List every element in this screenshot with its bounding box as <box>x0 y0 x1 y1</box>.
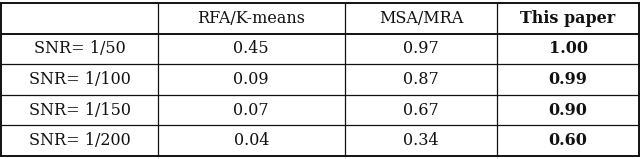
Text: 0.67: 0.67 <box>403 102 439 118</box>
Text: SNR= 1/50: SNR= 1/50 <box>34 41 125 57</box>
Text: 0.04: 0.04 <box>234 132 269 149</box>
Text: 1.00: 1.00 <box>548 41 588 57</box>
Text: 0.97: 0.97 <box>403 41 439 57</box>
Text: MSA/MRA: MSA/MRA <box>379 10 463 27</box>
Text: RFA/K-means: RFA/K-means <box>197 10 305 27</box>
Text: SNR= 1/200: SNR= 1/200 <box>29 132 131 149</box>
Text: 0.60: 0.60 <box>548 132 588 149</box>
Text: 0.87: 0.87 <box>403 71 439 88</box>
Text: 0.07: 0.07 <box>234 102 269 118</box>
Text: SNR= 1/100: SNR= 1/100 <box>29 71 131 88</box>
Text: 0.09: 0.09 <box>234 71 269 88</box>
Text: 0.99: 0.99 <box>548 71 588 88</box>
Text: 0.34: 0.34 <box>403 132 439 149</box>
Text: 0.45: 0.45 <box>234 41 269 57</box>
Text: SNR= 1/150: SNR= 1/150 <box>29 102 131 118</box>
Text: This paper: This paper <box>520 10 616 27</box>
Text: 0.90: 0.90 <box>548 102 588 118</box>
